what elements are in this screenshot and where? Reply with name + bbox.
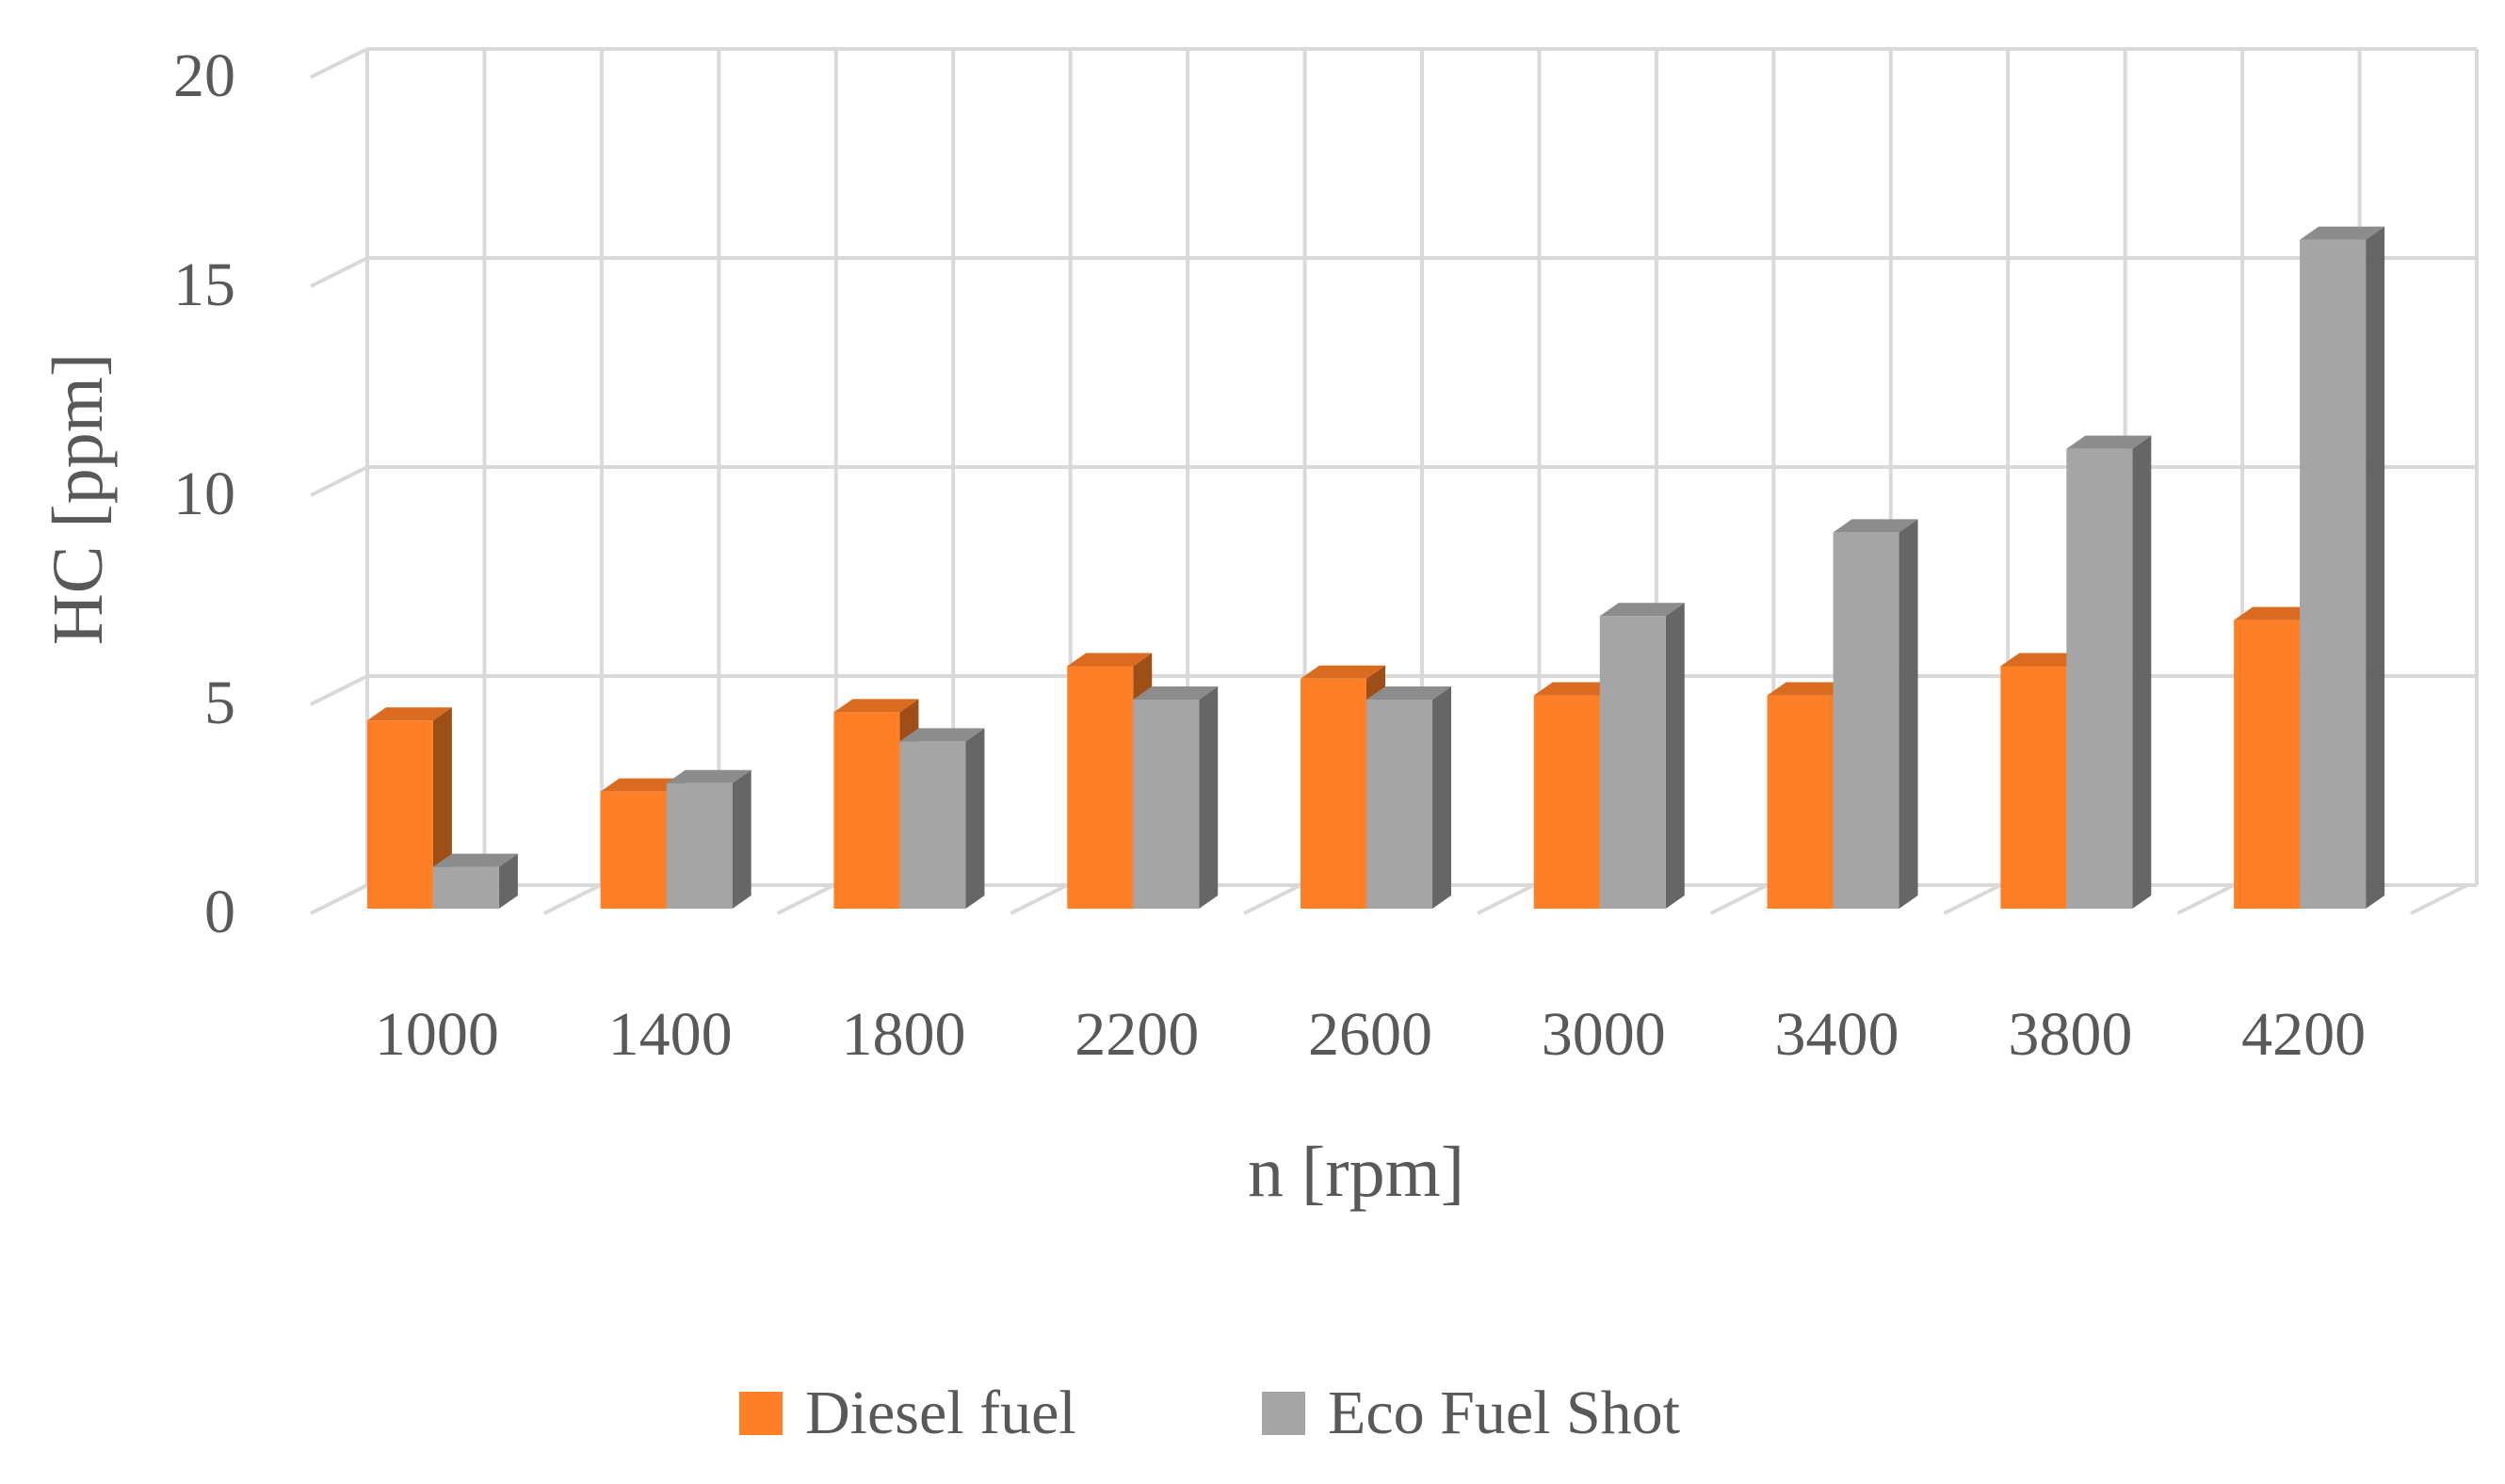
bar-front xyxy=(1133,700,1200,909)
legend-item-diesel-fuel: Diesel fuel xyxy=(739,1379,1076,1447)
bar-front xyxy=(2066,448,2133,909)
floor-line xyxy=(542,883,602,915)
y-tick-labels: 0 5 10 15 20 xyxy=(173,41,235,946)
bar-diesel-fuel-1000 xyxy=(366,707,452,909)
bar-side xyxy=(732,769,752,909)
x-axis-label: n [rpm] xyxy=(1248,1133,1464,1212)
bar-eco-fuel-shot-4200 xyxy=(2300,226,2385,910)
bar-top xyxy=(432,853,518,867)
x-tick-label: 2600 xyxy=(1308,1000,1432,1069)
x-tick-label: 3400 xyxy=(1775,1000,1899,1069)
x-tick-labels: 1000 1400 1800 2200 2600 3000 3400 3800 4200 xyxy=(375,1000,2366,1069)
x-tick-label: 1400 xyxy=(608,1000,733,1069)
bar-front xyxy=(1067,666,1134,909)
bar-eco-fuel-shot-2600 xyxy=(1366,686,1451,909)
bar-top xyxy=(666,769,752,783)
x-tick-label: 4200 xyxy=(2241,1000,2366,1069)
x-tick-label: 1800 xyxy=(841,1000,965,1069)
bars xyxy=(366,226,2385,910)
bar-side xyxy=(965,728,985,909)
bar-top xyxy=(1067,653,1153,667)
y-tick-label: 5 xyxy=(204,669,235,737)
bar-side xyxy=(2366,226,2385,910)
bar-top xyxy=(2066,435,2152,449)
bar-front xyxy=(1833,532,1899,909)
bar-side xyxy=(1665,603,1685,909)
y-tick-label: 10 xyxy=(173,460,235,528)
bar-side xyxy=(1199,686,1219,909)
bar-front xyxy=(600,791,667,909)
gridline-side xyxy=(310,465,368,497)
bar-front xyxy=(899,741,966,909)
bar-top xyxy=(1533,682,1619,696)
legend: Diesel fuel Eco Fuel Shot xyxy=(739,1379,1680,1447)
y-tick-label: 15 xyxy=(173,250,235,319)
bar-front xyxy=(833,712,900,909)
bar-top xyxy=(1366,686,1451,700)
legend-swatch xyxy=(739,1392,783,1435)
bar-top xyxy=(2000,653,2086,667)
floor-line xyxy=(1010,883,1069,915)
bar-eco-fuel-shot-3400 xyxy=(1833,519,1918,909)
bar-top xyxy=(1767,682,1852,696)
bar-eco-fuel-shot-3800 xyxy=(2066,435,2152,909)
bar-front xyxy=(1533,695,1600,909)
bar-eco-fuel-shot-1000 xyxy=(432,853,518,909)
bar-side xyxy=(1432,686,1451,909)
bar-top xyxy=(2300,226,2385,240)
bar-eco-fuel-shot-1400 xyxy=(666,769,752,909)
floor-line xyxy=(2176,883,2236,915)
floor-line xyxy=(1476,883,1535,915)
bar-top xyxy=(1599,603,1685,617)
x-tick-label: 3000 xyxy=(1542,1000,1666,1069)
bar-front xyxy=(2300,239,2367,910)
bar-front xyxy=(2234,620,2301,909)
floor-line xyxy=(310,883,368,915)
bar-front xyxy=(366,720,433,909)
floor-line xyxy=(776,883,835,915)
floor-line xyxy=(1243,883,1302,915)
floor-line xyxy=(1709,883,1769,915)
bar-top xyxy=(2234,606,2319,621)
bar-front xyxy=(1767,695,1834,909)
bar-top xyxy=(600,778,686,792)
bar-front xyxy=(2000,666,2067,909)
bar-top xyxy=(1833,519,1918,533)
bar-top xyxy=(366,707,452,721)
legend-label: Eco Fuel Shot xyxy=(1328,1379,1680,1447)
bar-top xyxy=(833,699,919,713)
x-tick-label: 3800 xyxy=(2008,1000,2132,1069)
bar-front xyxy=(1366,700,1432,909)
x-tick-label: 2200 xyxy=(1075,1000,1199,1069)
legend-item-eco-fuel-shot: Eco Fuel Shot xyxy=(1262,1379,1680,1447)
bar-side xyxy=(498,853,518,909)
floor-line xyxy=(2410,883,2468,915)
bar-top xyxy=(899,728,985,742)
y-tick-label: 0 xyxy=(204,878,235,946)
legend-label: Diesel fuel xyxy=(805,1379,1076,1447)
bar-front xyxy=(666,782,733,909)
floor-line xyxy=(1943,883,2002,915)
legend-swatch xyxy=(1262,1392,1305,1435)
bar-eco-fuel-shot-2200 xyxy=(1133,686,1219,909)
bar-top xyxy=(1301,665,1385,679)
bar-eco-fuel-shot-1800 xyxy=(899,728,985,909)
bar-eco-fuel-shot-3000 xyxy=(1599,603,1685,909)
y-tick-label: 20 xyxy=(173,41,235,110)
bar-side xyxy=(2132,435,2152,909)
gridline-side xyxy=(310,674,368,706)
gridline-side xyxy=(310,47,368,79)
gridline-side xyxy=(310,256,368,288)
bar-front xyxy=(1301,678,1366,909)
bar-front xyxy=(432,866,499,909)
x-tick-label: 1000 xyxy=(375,1000,499,1069)
bar-side xyxy=(1899,519,1918,909)
bar-front xyxy=(1599,616,1666,909)
bar-top xyxy=(1133,686,1219,700)
y-axis-label: HC [ppm] xyxy=(39,353,118,645)
